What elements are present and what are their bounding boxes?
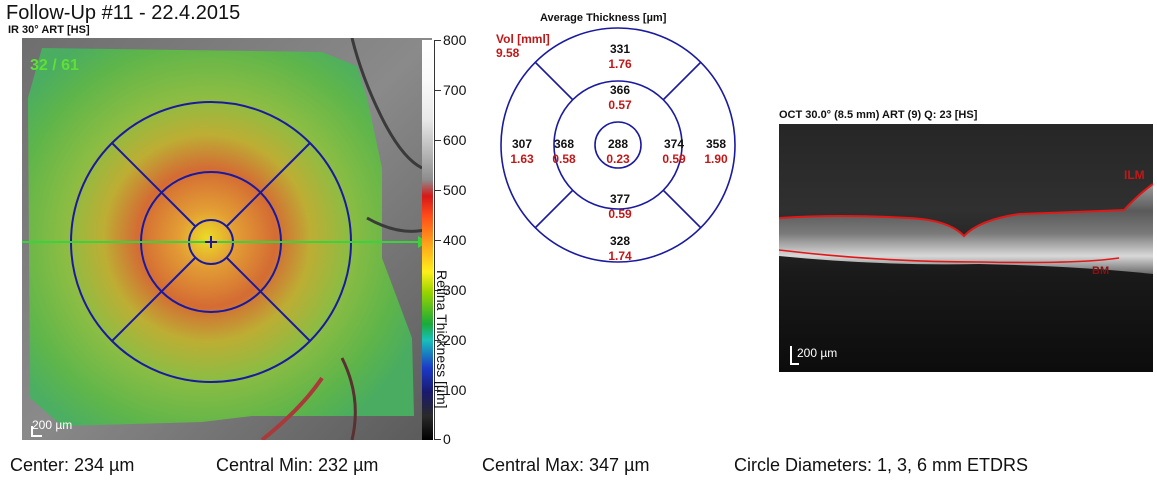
sector-thickness: 331 (609, 42, 631, 56)
sector-thickness: 366 (609, 83, 631, 97)
sector-volume: 0.58 (552, 152, 576, 166)
thickness-overlay (28, 48, 414, 426)
sector-inner-nasal[interactable]: 374 0.59 (654, 137, 694, 167)
ilm-line (778, 183, 1154, 238)
retina-layers (779, 184, 1153, 274)
sector-volume: 1.76 (608, 57, 632, 71)
fovea-cross-icon (205, 236, 217, 248)
sector-inner-temporal[interactable]: 368 0.58 (544, 137, 584, 167)
oct-header: OCT 30.0° (8.5 mm) ART (9) Q: 23 [HS] (779, 109, 978, 121)
colorbar-tick-label: 500 (443, 182, 467, 198)
fundus-header: IR 30° ART [HS] (8, 24, 90, 36)
sector-thickness: 358 (705, 137, 727, 151)
vessel (260, 376, 324, 440)
colorbar-tick-label: 100 (443, 382, 467, 398)
sector-volume: 0.57 (608, 98, 632, 112)
colorbar-tick-label: 0 (443, 431, 451, 447)
vessel (340, 357, 357, 440)
etdrs-center-ring (594, 121, 642, 169)
bm-line (778, 249, 1120, 264)
ilm-label: ILM (1124, 168, 1145, 182)
sector-volume: 1.90 (704, 152, 728, 166)
center-thickness: Center: 234 µm (10, 455, 135, 475)
colorbar-tick-label: 600 (443, 132, 467, 148)
sector-thickness: 368 (553, 137, 575, 151)
sector-volume: 0.23 (606, 152, 630, 166)
bm-label: BM (1092, 265, 1110, 277)
frame-counter: 32 / 61 (30, 57, 79, 74)
colorbar-tick (435, 140, 441, 141)
sector-volume: 0.59 (608, 207, 632, 221)
sector-thickness: 377 (609, 192, 631, 206)
colorbar-tick-label: 800 (443, 32, 467, 48)
scale-bar-icon (31, 426, 42, 437)
colorbar-tick (435, 340, 441, 341)
fundus-scale-label: 200 µm (32, 418, 73, 432)
colorbar-tick-label: 700 (443, 82, 467, 98)
sector-outer-inferior[interactable]: 328 1.74 (600, 234, 640, 264)
colorbar-tick-label: 400 (443, 232, 467, 248)
colorbar-tick (435, 90, 441, 91)
sector-volume: 1.74 (608, 249, 632, 263)
volume-label: Vol [mml] (496, 32, 550, 46)
total-volume: 9.58 (496, 46, 520, 60)
oct-scale-label: 200 µm (797, 346, 838, 360)
sector-thickness: 288 (607, 137, 629, 151)
central-max: Central Max: 347 µm (482, 455, 650, 475)
sector-volume: 0.59 (662, 152, 686, 166)
colorbar-axis (434, 40, 435, 440)
colorbar-tick-label: 200 (443, 332, 467, 348)
sector-thickness: 307 (511, 137, 533, 151)
sector-outer-nasal[interactable]: 358 1.90 (696, 137, 736, 167)
colorbar-tick (435, 240, 441, 241)
colorbar-tick (435, 290, 441, 291)
etdrs-grid (500, 27, 736, 263)
vessel (350, 38, 423, 170)
oct-scale-bar-icon (790, 346, 799, 365)
sector-volume: 1.63 (510, 152, 534, 166)
colorbar-tick (435, 439, 441, 440)
circle-diameters: Circle Diameters: 1, 3, 6 mm ETDRS (734, 455, 1029, 475)
sector-inner-inferior[interactable]: 377 0.59 (600, 192, 640, 222)
sector-thickness: 374 (663, 137, 685, 151)
sector-center[interactable]: 288 0.23 (598, 137, 638, 167)
colorbar-tick-label: 300 (443, 282, 467, 298)
etdrs-inner-ring (553, 80, 683, 210)
etdrs-outer-ring (500, 27, 736, 263)
oct-bscan[interactable] (778, 124, 1154, 372)
page-title: Follow-Up #11 - 22.4.2015 (6, 2, 241, 24)
thickness-colorbar (422, 40, 433, 440)
sector-outer-superior[interactable]: 331 1.76 (600, 42, 640, 72)
sector-outer-temporal[interactable]: 307 1.63 (502, 137, 542, 167)
etdrs-title: Average Thickness [µm] (540, 12, 667, 24)
sector-thickness: 328 (609, 234, 631, 248)
colorbar-tick (435, 190, 441, 191)
colorbar-tick (435, 40, 441, 41)
fundus-thickness-map[interactable] (22, 38, 432, 440)
colorbar-title: Retina Thickness [µm] (434, 270, 450, 409)
sector-inner-superior[interactable]: 366 0.57 (600, 83, 640, 113)
central-min: Central Min: 232 µm (216, 455, 379, 475)
colorbar-tick (435, 390, 441, 391)
